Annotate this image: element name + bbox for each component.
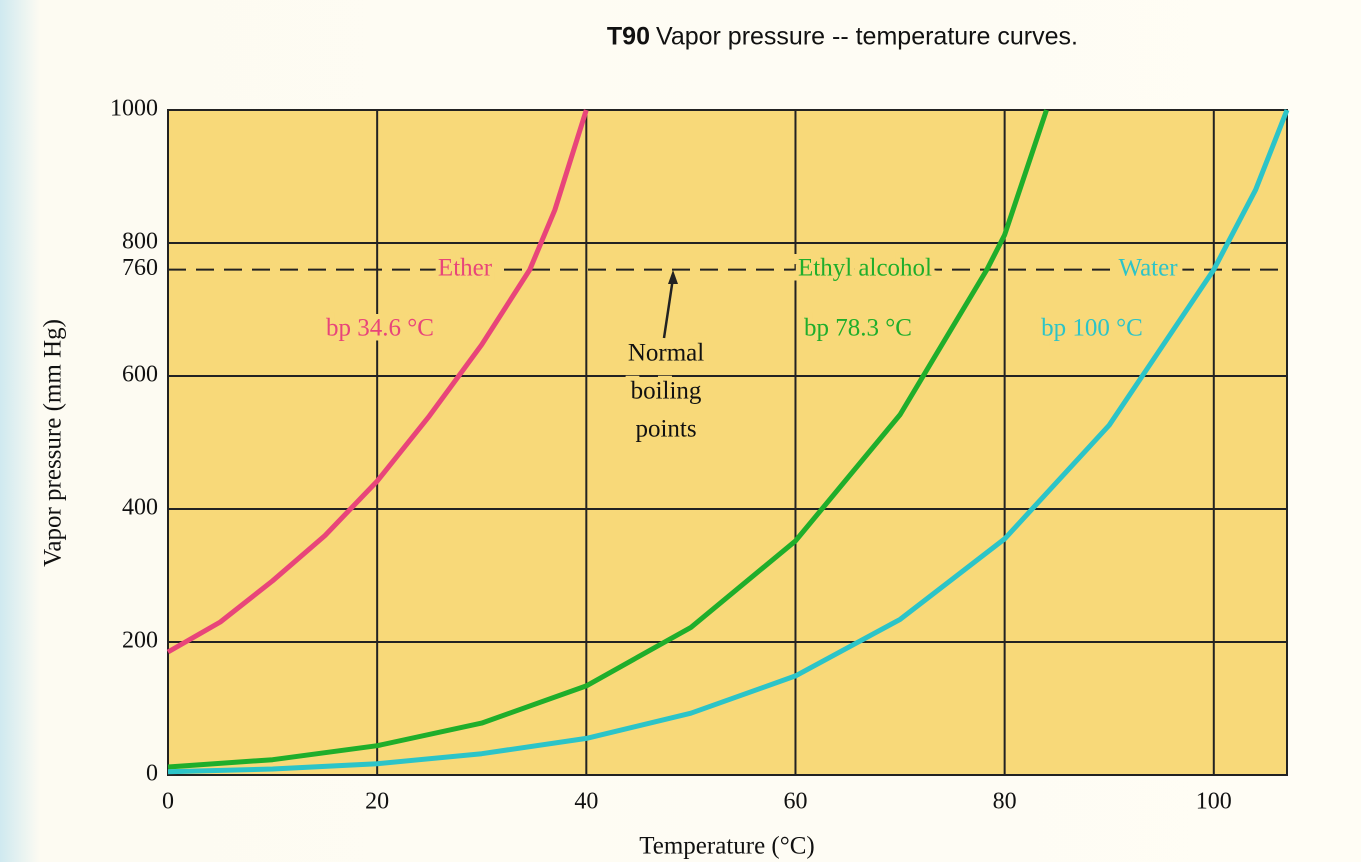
x-tick-label: 20 [365, 789, 389, 815]
y-tick-label: 600 [122, 362, 158, 388]
annotation: Normal [628, 340, 704, 367]
annotation-arrowhead [668, 270, 678, 284]
y-tick-label: 200 [122, 628, 158, 654]
series-label: Water [1118, 255, 1178, 282]
figure-label: T90 [607, 23, 650, 51]
series-label: Ethyl alcohol [798, 255, 932, 282]
x-tick-label: 100 [1196, 789, 1232, 815]
x-tick-label: 0 [162, 789, 174, 815]
y-tick-label: 800 [122, 229, 158, 255]
annotation: points [635, 416, 696, 443]
series-label: Ether [438, 255, 493, 282]
line-series [166, 109, 589, 655]
annotation-arrow [662, 277, 675, 339]
y-axis-label: Vapor pressure (mm Hg) [40, 319, 67, 567]
plot-area [167, 109, 1288, 776]
line-series [167, 109, 1049, 770]
x-tick-label: 80 [993, 789, 1017, 815]
y-tick-label: 1000 [110, 96, 158, 122]
boiling-point-label: bp 34.6 °C [326, 315, 434, 342]
y-tick-label: 400 [122, 495, 158, 521]
chart-title: Vapor pressure -- temperature curves. [656, 23, 1078, 51]
y-tick-label: 0 [146, 761, 158, 787]
y-tick-label: 760 [122, 255, 158, 281]
x-tick-label: 40 [574, 789, 598, 815]
boiling-point-label: bp 78.3 °C [804, 315, 912, 342]
x-axis-label: Temperature (°C) [639, 833, 815, 860]
line-series [167, 109, 1290, 775]
boiling-point-label: bp 100 °C [1041, 315, 1143, 342]
x-tick-label: 60 [783, 789, 807, 815]
annotation: boiling [631, 378, 702, 405]
